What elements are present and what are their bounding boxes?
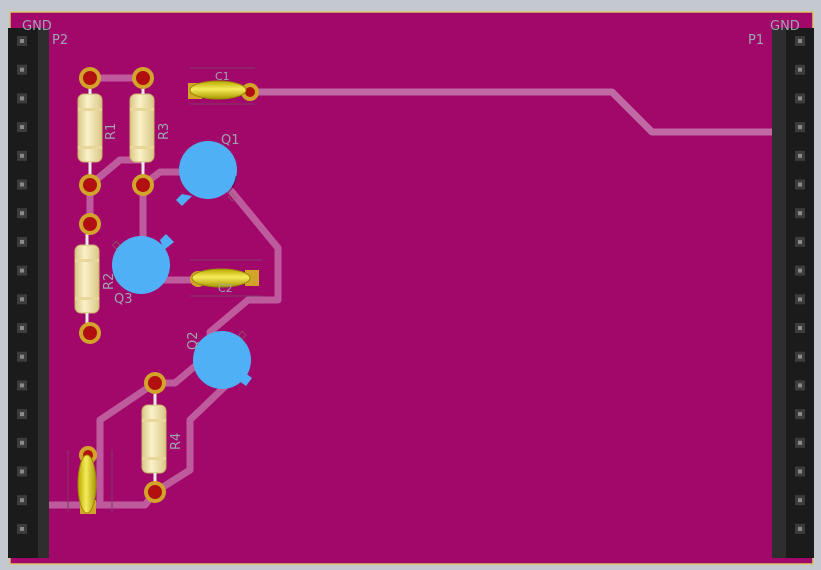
header-p2-pins — [17, 36, 27, 534]
capacitor-c2: C2 — [190, 259, 262, 297]
p1-pin-center-6 — [798, 182, 802, 187]
header-p1-pins — [795, 36, 805, 534]
p2-pin-center-13 — [20, 383, 24, 388]
p2-pin-center-4 — [20, 125, 24, 130]
resistor-r2: R2 — [74, 213, 117, 344]
q1-pin-mark: ◇ — [228, 190, 237, 203]
header-p2-edge — [38, 28, 49, 558]
p1-pin-center-4 — [798, 125, 802, 130]
q1-label: Q1 — [221, 133, 240, 148]
r4-label: R4 — [169, 433, 184, 450]
header-p1-edge — [772, 28, 786, 558]
right-gnd-label: GND — [770, 19, 800, 34]
header-p2 — [8, 28, 49, 558]
transistor-q1: Q1 ◇ — [176, 133, 240, 206]
r3-label: R3 — [157, 123, 172, 140]
p2-pin-center-8 — [20, 239, 24, 244]
header-p1 — [772, 28, 814, 558]
p1-pin-center-3 — [798, 96, 802, 101]
p2-pin-center-12 — [20, 354, 24, 359]
left-gnd-label: GND — [22, 19, 52, 34]
p2-pin-center-18 — [20, 526, 24, 531]
c2-label: C2 — [218, 282, 233, 295]
p2-pin-center-17 — [20, 498, 24, 503]
transistor-q2: Q2 ◇ — [186, 328, 252, 389]
p2-pin-center-16 — [20, 469, 24, 474]
p2-pin-center-15 — [20, 440, 24, 445]
r2-label: R2 — [102, 273, 117, 290]
capacitor-bottom — [67, 446, 113, 514]
resistor-r3: R3 — [129, 67, 172, 196]
p1-pin-center-5 — [798, 153, 802, 158]
p2-pin-center-7 — [20, 211, 24, 216]
p1-pin-center-12 — [798, 354, 802, 359]
p1-pin-center-8 — [798, 239, 802, 244]
q2-label: Q2 — [186, 331, 201, 350]
p1-pin-center-7 — [798, 211, 802, 216]
p1-pin-center-1 — [798, 39, 802, 43]
right-ref-label: P1 — [748, 33, 764, 48]
c1-label: C1 — [215, 70, 230, 83]
p1-pin-center-16 — [798, 469, 802, 474]
q3-pin-mark: ◇ — [112, 238, 121, 251]
q3-label: Q3 — [114, 292, 133, 307]
header-p1-body — [786, 28, 814, 558]
p2-pin-center-5 — [20, 153, 24, 158]
resistor-r4: R4 — [141, 372, 184, 503]
p1-pin-center-15 — [798, 440, 802, 445]
p2-pin-center-14 — [20, 412, 24, 417]
p1-pin-center-18 — [798, 526, 802, 531]
p2-pin-center-10 — [20, 297, 24, 302]
p2-pin-center-6 — [20, 182, 24, 187]
p2-pin-center-9 — [20, 268, 24, 273]
p2-pin-center-1 — [20, 39, 24, 43]
r1-label: R1 — [104, 123, 119, 140]
p2-pin-center-3 — [20, 96, 24, 101]
q2-pin-mark: ◇ — [238, 328, 247, 341]
p1-pin-center-9 — [798, 268, 802, 273]
resistor-r1: R1 — [77, 67, 119, 196]
p1-pin-center-11 — [798, 326, 802, 330]
capacitor-c1: C1 — [188, 67, 259, 105]
transistor-q3: Q3 ◇ — [112, 234, 174, 307]
p2-pin-center-2 — [20, 67, 24, 72]
header-p2-body — [8, 28, 38, 558]
p1-pin-center-10 — [798, 297, 802, 302]
p1-pin-center-17 — [798, 498, 802, 503]
p1-pin-center-2 — [798, 67, 802, 72]
p2-pin-center-11 — [20, 326, 24, 330]
p1-pin-center-14 — [798, 412, 802, 417]
left-ref-label: P2 — [52, 33, 68, 48]
p1-pin-center-13 — [798, 383, 802, 388]
